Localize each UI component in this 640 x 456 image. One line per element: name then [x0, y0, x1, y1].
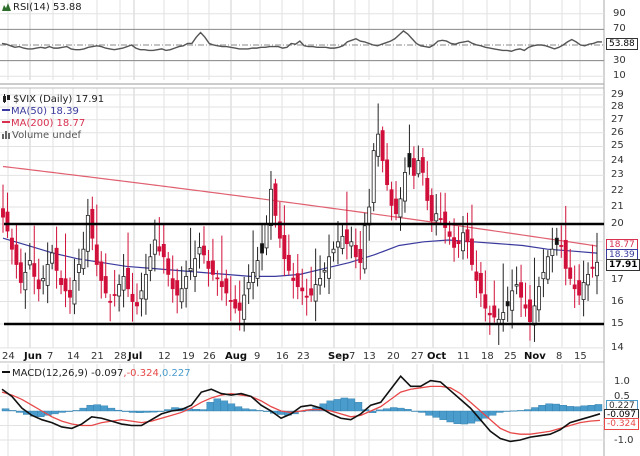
date-label: Oct	[427, 351, 447, 362]
date-label: 19	[182, 351, 195, 362]
signal-value: -0.324	[126, 368, 159, 379]
candlestick-icon	[2, 94, 11, 103]
date-label: Aug	[225, 351, 248, 362]
rsi-tick-10: 10	[613, 70, 626, 81]
price-tick: 26	[611, 126, 624, 138]
macd-tick-1: 1.0	[614, 376, 630, 387]
macd-tick-neg1: -1.0	[614, 435, 634, 446]
price-tick: 23	[611, 169, 624, 181]
price-tick: 22	[611, 184, 624, 196]
date-label: 23	[297, 351, 310, 362]
ma50-swatch-icon	[2, 109, 10, 111]
date-label: 18	[481, 351, 494, 362]
ma200-label: MA(200)	[11, 118, 54, 129]
rsi-value: 53.88	[52, 2, 82, 13]
macd-label: MACD(12,26,9)	[12, 368, 88, 379]
price-tick: 14	[611, 341, 624, 353]
price-tick: 29	[611, 88, 624, 100]
price-tick: 20	[611, 217, 624, 229]
volume-bars-icon	[2, 130, 11, 139]
ma50-value: 18.39	[50, 106, 79, 117]
date-label: 26	[203, 351, 216, 362]
date-label: Nov	[524, 351, 546, 362]
macd-panel	[0, 374, 604, 443]
price-tick: 15	[611, 317, 624, 329]
date-label: 24	[2, 351, 15, 362]
macd-separator-2: ,	[158, 368, 163, 379]
rsi-value-tag: 53.88	[606, 38, 638, 50]
price-tick: 21	[611, 201, 624, 213]
last-price: 17.91	[75, 94, 105, 105]
date-label: 8	[556, 351, 563, 362]
symbol-label: $VIX (Daily)	[13, 94, 73, 105]
ma50-label: MA(50)	[11, 106, 47, 117]
date-label: 20	[387, 351, 400, 362]
price-tick: 28	[611, 101, 624, 113]
price-tick: 27	[611, 113, 624, 125]
date-label: Jun	[24, 351, 42, 362]
macd-value: -0.097	[91, 368, 124, 379]
date-label: 9	[254, 351, 261, 362]
volume-label: Volume undef	[12, 130, 82, 141]
price-tick: 16	[611, 295, 624, 307]
date-label: 7	[349, 351, 356, 362]
date-label: 12	[158, 351, 171, 362]
macd-legend: MACD(12,26,9) -0.097, -0.324, 0.227	[2, 368, 191, 380]
date-label: 16	[276, 351, 289, 362]
rsi-label: RSI(14)	[13, 2, 50, 13]
rsi-tick-30: 30	[613, 55, 626, 66]
date-label: 7	[47, 351, 54, 362]
ma200-swatch-icon	[2, 121, 10, 123]
date-label: 27	[411, 351, 424, 362]
price-panel	[0, 94, 604, 349]
date-label: 15	[574, 351, 587, 362]
signal-value-tag: -0.324	[604, 418, 640, 430]
date-label: 11	[457, 351, 470, 362]
rsi-panel	[0, 13, 604, 77]
date-label: 28	[114, 351, 127, 362]
macd-swatch-icon	[2, 371, 10, 373]
date-label: 14	[67, 351, 80, 362]
histogram-value: 0.227	[162, 368, 191, 379]
macd-separator: ,	[123, 368, 127, 379]
ma200-value: 18.77	[56, 118, 86, 129]
price-tick: 25	[611, 140, 624, 152]
macd-tick-0.5: 0.5	[614, 391, 630, 402]
date-label: Jul	[128, 351, 143, 362]
rsi-tick-70: 70	[613, 23, 626, 34]
rsi-legend: RSI(14) 53.88	[2, 2, 82, 14]
rsi-tick-90: 90	[613, 8, 626, 19]
date-label: 21	[91, 351, 104, 362]
date-label: Sep	[328, 351, 350, 362]
last-price-tag: 17.91	[606, 259, 640, 271]
date-label: 25	[504, 351, 517, 362]
date-label: 13	[363, 351, 376, 362]
rsi-icon	[2, 2, 11, 11]
price-legend: $VIX (Daily) 17.91 MA(50) 18.39 MA(200) …	[2, 94, 104, 142]
price-tick: 24	[611, 154, 624, 166]
price-tick: 17	[611, 274, 624, 286]
